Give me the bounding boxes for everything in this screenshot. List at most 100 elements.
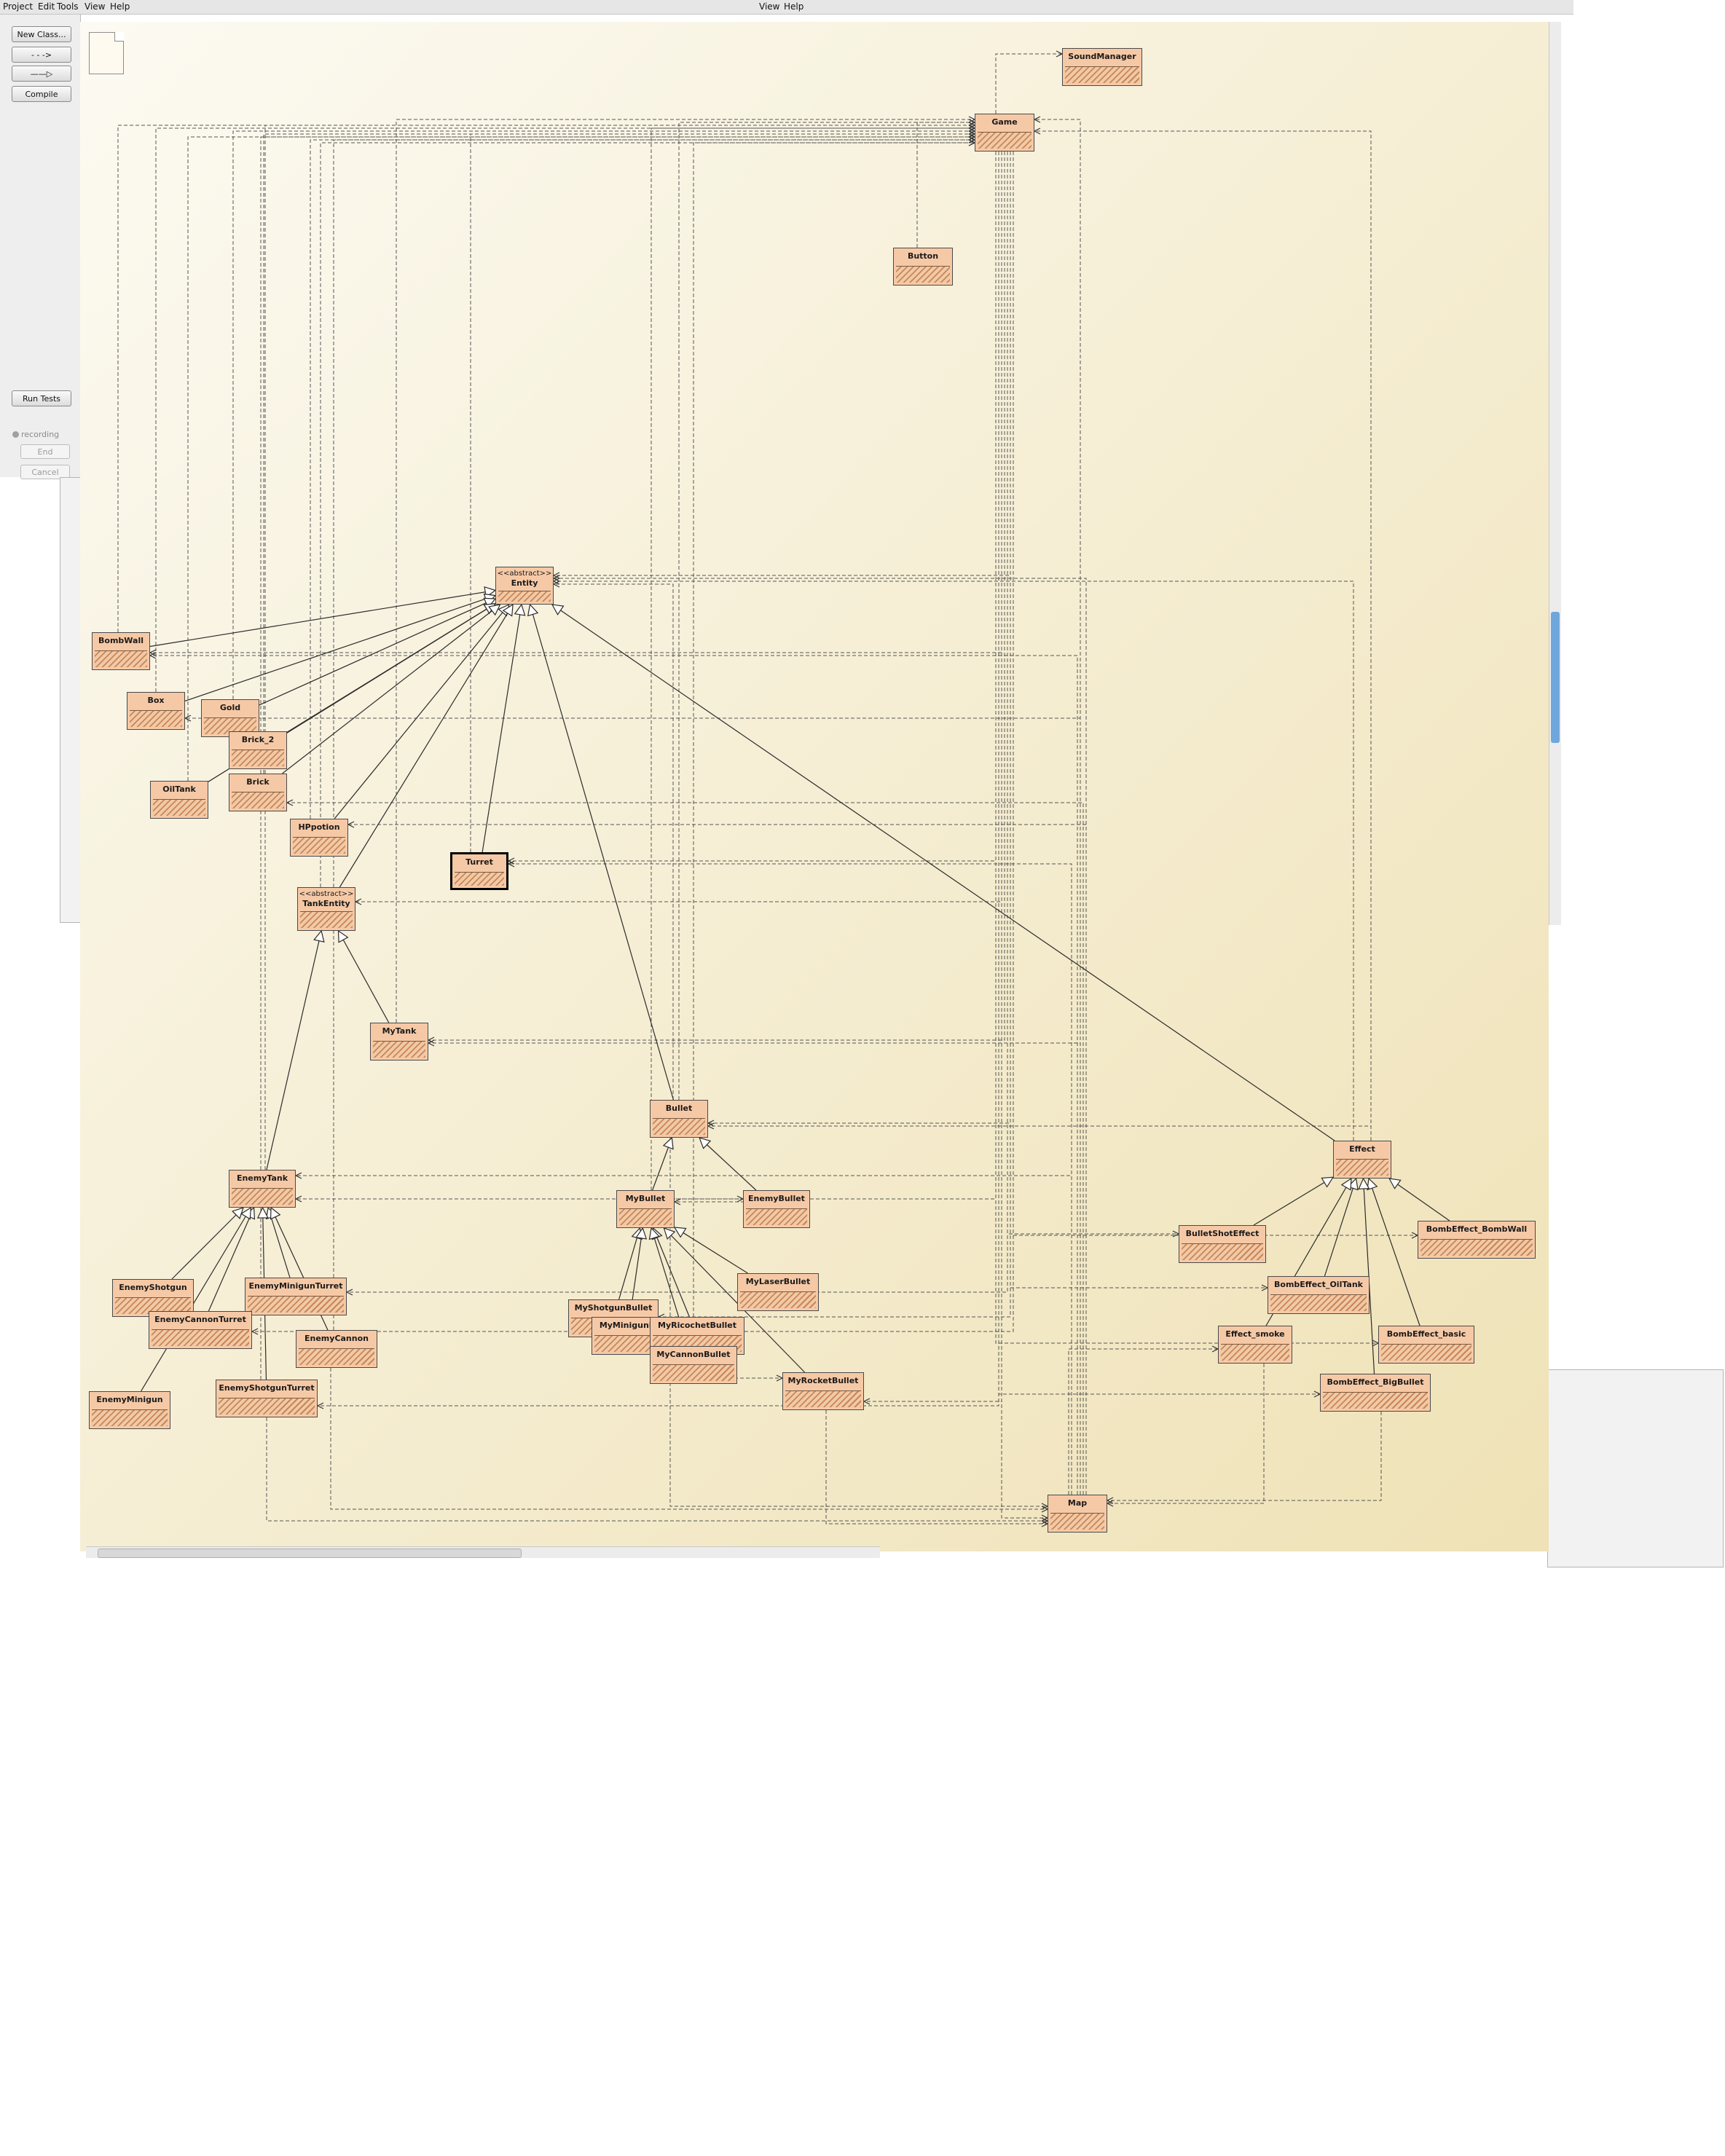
class-body-hatch [653, 1118, 705, 1135]
class-bombeffect_bigbullet[interactable]: BombEffect_BigBullet [1320, 1374, 1431, 1412]
class-name: MyShotgunBullet [569, 1300, 658, 1316]
dependency-line [1107, 1364, 1265, 1504]
horizontal-scroll-thumb[interactable] [98, 1549, 522, 1558]
class-bombeffect_basic[interactable]: BombEffect_basic [1378, 1326, 1474, 1364]
class-enemyshotgun[interactable]: EnemyShotgun [112, 1279, 194, 1317]
class-box[interactable]: Box [127, 692, 185, 730]
class-mycannonbullet[interactable]: MyCannonBullet [650, 1346, 737, 1384]
class-brick2[interactable]: Brick_2 [229, 731, 287, 769]
class-bombeffect_bombwall[interactable]: BombEffect_BombWall [1418, 1221, 1536, 1259]
menu-project[interactable]: Project [3, 1, 34, 12]
class-effect_smoke[interactable]: Effect_smoke [1218, 1326, 1292, 1364]
class-body-hatch [1221, 1344, 1289, 1361]
class-mybullet[interactable]: MyBullet [616, 1190, 675, 1228]
class-entity[interactable]: <<abstract>> Entity [495, 567, 554, 605]
menu-help-secondary[interactable]: Help [784, 1, 804, 12]
class-diagram-canvas[interactable]: SoundManager Game Button <<abstract>> Entity… [80, 22, 1549, 1551]
class-name: Effect_smoke [1219, 1326, 1292, 1342]
class-button[interactable]: Button [893, 248, 953, 286]
dependency-line [428, 152, 1005, 1041]
vertical-scrollbar[interactable] [1549, 22, 1561, 925]
class-body-hatch [455, 872, 504, 886]
class-oiltank[interactable]: OilTank [150, 781, 208, 819]
inheritance-arrowhead [699, 1137, 712, 1149]
class-bombeffect_oiltank[interactable]: BombEffect_OilTank [1268, 1276, 1370, 1314]
class-enemyminiguntruret[interactable]: EnemyMinigunTurret [245, 1278, 347, 1315]
dependency-line [1001, 152, 1048, 1519]
run-tests-button[interactable]: Run Tests [12, 390, 71, 406]
class-myrocketbullet[interactable]: MyRocketBullet [782, 1372, 864, 1410]
class-name: <<abstract>> TankEntity [298, 888, 355, 910]
inheritance-arrowhead [551, 604, 565, 615]
inheritance-arrowhead [488, 604, 501, 616]
vertical-scroll-thumb[interactable] [1551, 612, 1560, 743]
class-name-text: MyCannonBullet [656, 1350, 731, 1359]
inheritance-line [699, 1137, 757, 1191]
class-body-hatch [115, 1297, 191, 1314]
class-enemytank[interactable]: EnemyTank [229, 1170, 296, 1208]
inheritance-arrowhead [648, 1227, 660, 1240]
class-effect[interactable]: Effect [1333, 1141, 1391, 1179]
class-enemyshotgunturret[interactable]: EnemyShotgunTurret [216, 1380, 318, 1417]
class-name: Gold [202, 700, 259, 716]
menu-tools[interactable]: Tools [57, 1, 79, 12]
class-name-text: Effect [1349, 1144, 1375, 1154]
readme-note-icon[interactable] [89, 32, 124, 74]
class-map[interactable]: Map [1048, 1495, 1107, 1533]
dependency-arrowhead [149, 649, 157, 656]
class-enemybullet[interactable]: EnemyBullet [743, 1190, 810, 1228]
dependency-arrowhead [1106, 1497, 1114, 1504]
class-tankentity[interactable]: <<abstract>> TankEntity [297, 887, 355, 931]
inheritance-arrow-button[interactable]: ——▷ [12, 66, 71, 82]
menu-help[interactable]: Help [110, 1, 130, 12]
cancel-button[interactable]: Cancel [20, 465, 70, 479]
end-button[interactable]: End [20, 444, 70, 459]
inheritance-line [266, 930, 322, 1171]
class-enemycannon[interactable]: EnemyCannon [296, 1330, 377, 1368]
class-mytank[interactable]: MyTank [370, 1023, 428, 1061]
class-body-hatch [594, 1335, 660, 1352]
class-name-text: Game [991, 117, 1018, 127]
dependency-arrowhead [507, 857, 515, 865]
class-turret[interactable]: Turret [450, 852, 508, 890]
compile-button[interactable]: Compile [12, 86, 71, 102]
recording-label: recording [21, 430, 60, 439]
menu-view-secondary[interactable]: View [759, 1, 780, 12]
menu-edit[interactable]: Edit [38, 1, 55, 12]
dependency-arrowhead [707, 1120, 715, 1127]
dependency-line [260, 136, 975, 1380]
menu-view[interactable]: View [85, 1, 106, 12]
class-brick[interactable]: Brick [229, 774, 287, 811]
dependency-line [155, 127, 975, 692]
class-name: Box [127, 693, 184, 709]
inheritance-arrowhead [514, 603, 526, 616]
inheritance-line [618, 1227, 640, 1300]
class-enemyminigun[interactable]: EnemyMinigun [89, 1391, 170, 1429]
dependency-line [287, 802, 1084, 1495]
inheritance-arrowhead [635, 1227, 648, 1240]
dependency-arrowhead [1033, 116, 1041, 123]
class-game[interactable]: Game [975, 114, 1034, 152]
dependency-line [678, 122, 975, 1100]
class-hppotion[interactable]: HPpotion [290, 819, 348, 857]
class-bombwall[interactable]: BombWall [92, 632, 150, 670]
inheritance-line [337, 930, 390, 1023]
class-enemycannonturret[interactable]: EnemyCannonTurret [149, 1311, 252, 1349]
class-gold[interactable]: Gold [201, 699, 259, 737]
class-name: EnemyMinigun [90, 1392, 170, 1408]
class-name: Brick [229, 774, 286, 790]
class-name: MyRocketBullet [783, 1373, 863, 1389]
class-myminigunbullet[interactable]: MyMinigunB [592, 1317, 663, 1355]
dependency-arrow-button[interactable]: - - -> [12, 47, 71, 63]
class-name: EnemyShotgunTurret [216, 1380, 317, 1396]
recording-indicator: recording [12, 430, 59, 439]
class-mylaserbullet[interactable]: MyLaserBullet [737, 1273, 819, 1311]
new-class-button[interactable]: New Class... [12, 26, 71, 42]
class-body-hatch [1381, 1344, 1471, 1361]
class-name-text: BombEffect_BombWall [1426, 1224, 1528, 1234]
class-bulletshoteffect[interactable]: BulletShotEffect [1179, 1225, 1266, 1263]
horizontal-scrollbar[interactable] [86, 1546, 880, 1558]
class-soundmanager[interactable]: SoundManager [1062, 48, 1142, 86]
class-bullet[interactable]: Bullet [650, 1100, 708, 1138]
class-name-text: Effect_smoke [1225, 1329, 1285, 1339]
